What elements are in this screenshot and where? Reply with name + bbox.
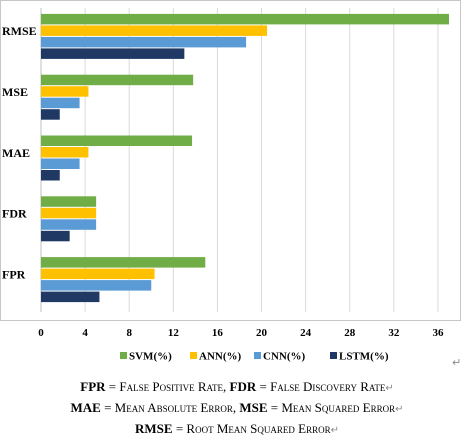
bar [41, 74, 194, 86]
caption-definition: False Discovery Rate [270, 379, 386, 394]
legend-label: ANN(%) [199, 351, 241, 363]
bar [41, 36, 247, 48]
caption-line-2: MAE = Mean Absolute Error, MSE = Mean Sq… [70, 400, 404, 415]
caption-term: RMSE [135, 421, 173, 436]
x-tick-label: 0 [38, 327, 44, 339]
caption-definition: Mean Absolute Error [114, 400, 233, 415]
caption-line-1: FPR = False Positive Rate, FDR = False D… [80, 379, 394, 394]
y-category-label: MAE [2, 146, 30, 160]
caption-definition: Root Mean Squared Error [186, 421, 331, 436]
bar [41, 48, 185, 59]
bar-chart: 0 4 8 12 16 20 24 28 32 36 RMSE MSE MAE FDR FPR SVM(%) A… [0, 0, 461, 363]
legend-swatch [120, 352, 127, 359]
legend-swatch [190, 352, 197, 359]
bar [41, 135, 193, 146]
x-tick-label: 16 [212, 327, 224, 339]
bar [41, 97, 80, 109]
bar [41, 196, 97, 207]
legend-label: CNN(%) [263, 351, 305, 363]
bar [41, 280, 152, 291]
bar [41, 147, 89, 158]
y-category-label: FDR [2, 207, 27, 221]
caption-term: FDR [229, 379, 257, 394]
x-tick-label: 32 [388, 327, 400, 339]
x-tick-label: 24 [300, 327, 312, 339]
legend-swatch [330, 352, 337, 359]
caption-term: MSE [239, 400, 268, 415]
x-tick-label: 8 [126, 327, 132, 339]
bar [41, 25, 268, 36]
legend-label: SVM(%) [129, 351, 172, 363]
bar [41, 230, 70, 242]
y-category-label: FPR [2, 267, 26, 281]
y-category-label: RMSE [2, 24, 37, 38]
bar [41, 268, 155, 280]
caption-definition: Mean Squared Error [281, 400, 396, 415]
bar [41, 207, 97, 219]
bar [41, 109, 60, 120]
caption-line-3: RMSE = Root Mean Squared Error↵ [135, 421, 339, 436]
x-tick-label: 20 [256, 327, 268, 339]
paragraph-mark: ↵ [452, 356, 462, 369]
bar [41, 257, 206, 268]
caption-definition: False Positive Rate [119, 379, 223, 394]
caption-term: FPR [80, 379, 106, 394]
caption-term: MAE [70, 400, 101, 415]
bar [41, 86, 89, 97]
bar [41, 158, 80, 169]
bar [41, 291, 100, 303]
bar [41, 219, 97, 230]
x-tick-label: 12 [168, 327, 180, 339]
legend-label: LSTM(%) [339, 351, 389, 363]
x-tick-label: 4 [82, 327, 88, 339]
legend-swatch [254, 352, 261, 359]
y-category-label: MSE [2, 85, 28, 99]
x-tick-label: 36 [432, 327, 444, 339]
bar [41, 13, 449, 25]
bar [41, 170, 60, 181]
x-tick-label: 28 [344, 327, 356, 339]
